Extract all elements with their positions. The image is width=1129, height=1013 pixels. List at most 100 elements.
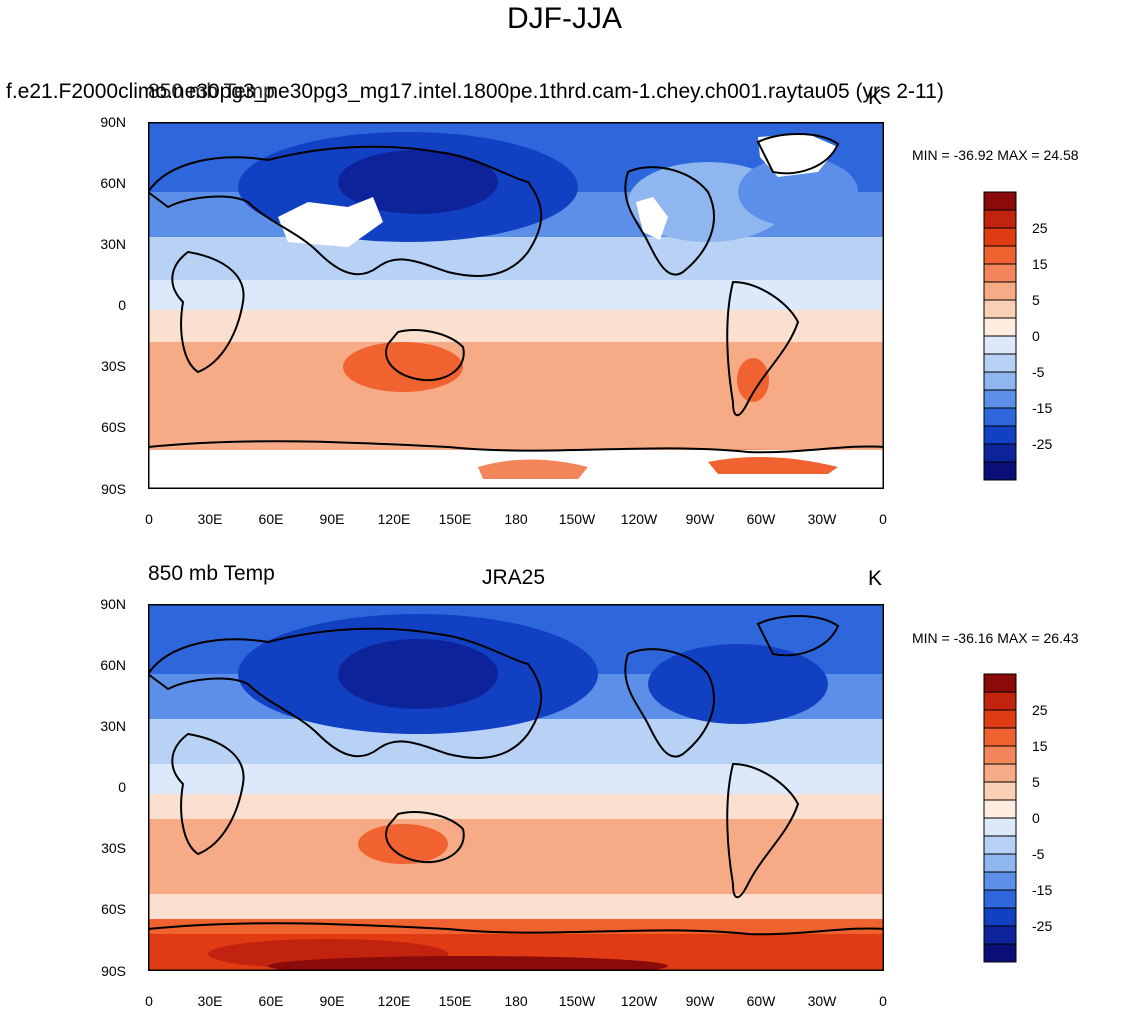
panel1-colorbar-label: 25	[1032, 220, 1048, 236]
panel1-lat-label: 60S	[101, 419, 126, 435]
panel1-lon-label: 0	[879, 511, 887, 527]
panel2-colorbar-label: 0	[1032, 810, 1040, 826]
panel2-lat-label: 90N	[100, 596, 126, 612]
colorbar-swatch	[983, 871, 1017, 891]
panel2-lat-label: 60N	[100, 657, 126, 673]
colorbar-swatch	[983, 227, 1017, 247]
panel1-lon-label: 150W	[558, 511, 596, 527]
panel2-colorbar-label: -25	[1032, 918, 1053, 934]
panel1-lat-label: 60N	[100, 175, 126, 191]
panel1-lon-label: 180	[504, 511, 528, 527]
panel2-lon-label: 120E	[377, 993, 411, 1009]
colorbar-swatch	[983, 389, 1017, 409]
colorbar-swatch	[983, 745, 1017, 765]
colorbar-swatch	[983, 371, 1017, 391]
colorbar-swatch	[983, 817, 1017, 837]
panel1-colorbar-label: 5	[1032, 292, 1040, 308]
panel2-frame	[148, 604, 884, 971]
colorbar-swatch	[983, 263, 1017, 283]
main-title: DJF-JJA	[507, 2, 622, 35]
panel2-colorbar-label: 5	[1032, 774, 1040, 790]
colorbar-swatch	[983, 191, 1017, 211]
colorbar-swatch	[983, 673, 1017, 693]
colorbar-swatch	[983, 245, 1017, 265]
colorbar-swatch	[983, 335, 1017, 355]
colorbar-swatch	[983, 799, 1017, 819]
panel2-lon-label: 0	[879, 993, 887, 1009]
colorbar-swatch	[983, 907, 1017, 927]
panel1-units: K	[868, 86, 883, 109]
panel1-lon-label: 150E	[438, 511, 472, 527]
panel2-lon-label: 150W	[558, 993, 596, 1009]
panel2-lat-label: 0	[118, 779, 126, 795]
colorbar-swatch	[983, 853, 1017, 873]
panel2-coastlines	[148, 615, 884, 936]
panel2-lat-label: 30S	[101, 840, 126, 856]
panel2-lat-label: 30N	[100, 718, 126, 734]
colorbar-swatch	[983, 781, 1017, 801]
panel2-lon-label: 30E	[197, 993, 223, 1009]
colorbar-swatch	[983, 691, 1017, 711]
panel2-lon-label: 30W	[807, 993, 837, 1009]
panel1-lon-label: 60E	[258, 511, 284, 527]
colorbar-swatch	[983, 299, 1017, 319]
panel1-lat-label: 90N	[100, 114, 126, 130]
panel2-lon-label: 90E	[319, 993, 345, 1009]
panel2-map	[148, 604, 884, 971]
colorbar-swatch	[983, 209, 1017, 229]
colorbar-swatch	[983, 443, 1017, 463]
panel2-colorbar-label: 15	[1032, 738, 1048, 754]
panel1-colorbar-label: 0	[1032, 328, 1040, 344]
panel2-units: K	[868, 567, 883, 590]
colorbar-swatch	[983, 943, 1017, 963]
panel2-lon-label: 120W	[620, 993, 658, 1009]
panel2-colorbar	[983, 673, 1017, 963]
panel1-lon-label: 90E	[319, 511, 345, 527]
panel2-lon-label: 60W	[746, 993, 776, 1009]
panel2-colorbar-label: -15	[1032, 882, 1053, 898]
panel2-lon-label: 60E	[258, 993, 284, 1009]
colorbar-swatch	[983, 889, 1017, 909]
panel1-frame	[148, 122, 884, 489]
panel2-lat-label: 90S	[101, 963, 126, 979]
panel1-lat-label: 30N	[100, 236, 126, 252]
panel2-minmax: MIN = -36.16 MAX = 26.43	[912, 630, 1079, 646]
panel1-colorbar	[983, 191, 1017, 481]
colorbar-swatch	[983, 835, 1017, 855]
colorbar-swatch	[983, 763, 1017, 783]
panel1-lat-label: 30S	[101, 358, 126, 374]
panel1-lon-label: 60W	[746, 511, 776, 527]
panel2-colorbar-label: 25	[1032, 702, 1048, 718]
panel2-left-title: 850 mb Temp	[148, 562, 275, 585]
colorbar-swatch	[983, 425, 1017, 445]
panel2-lon-label: 150E	[438, 993, 472, 1009]
panel2-lat-label: 60S	[101, 901, 126, 917]
panel1-lon-label: 0	[145, 511, 153, 527]
colorbar-swatch	[983, 407, 1017, 427]
colorbar-swatch	[983, 709, 1017, 729]
panel1-lat-label: 90S	[101, 481, 126, 497]
panel1-lon-label: 120W	[620, 511, 658, 527]
panel2-colorbar-label: -5	[1032, 846, 1045, 862]
panel1-colorbar-label: -25	[1032, 436, 1053, 452]
panel2-lon-label: 90W	[685, 993, 715, 1009]
panel1-lon-label: 30E	[197, 511, 223, 527]
colorbar-swatch	[983, 727, 1017, 747]
panel1-colorbar-label: -5	[1032, 364, 1045, 380]
colorbar-swatch	[983, 353, 1017, 373]
panel1-lon-label: 120E	[377, 511, 411, 527]
panel2-center-title: JRA25	[482, 566, 546, 589]
panel1-lon-label: 30W	[807, 511, 837, 527]
colorbar-swatch	[983, 281, 1017, 301]
panel1-colorbar-label: 15	[1032, 256, 1048, 272]
panel1-lon-label: 90W	[685, 511, 715, 527]
colorbar-swatch	[983, 317, 1017, 337]
panel2-lon-label: 180	[504, 993, 528, 1009]
panel1-lat-label: 0	[118, 297, 126, 313]
panel1-minmax: MIN = -36.92 MAX = 24.58	[912, 147, 1079, 163]
panel2-lon-label: 0	[145, 993, 153, 1009]
panel1-coastlines	[148, 133, 884, 454]
panel1-variable-title: 850 mb Temp	[148, 80, 275, 103]
panel1-colorbar-label: -15	[1032, 400, 1053, 416]
panel1-left-title: f.e21.F2000climo.ne30pg3_ne30pg3_mg17.in…	[6, 80, 944, 103]
